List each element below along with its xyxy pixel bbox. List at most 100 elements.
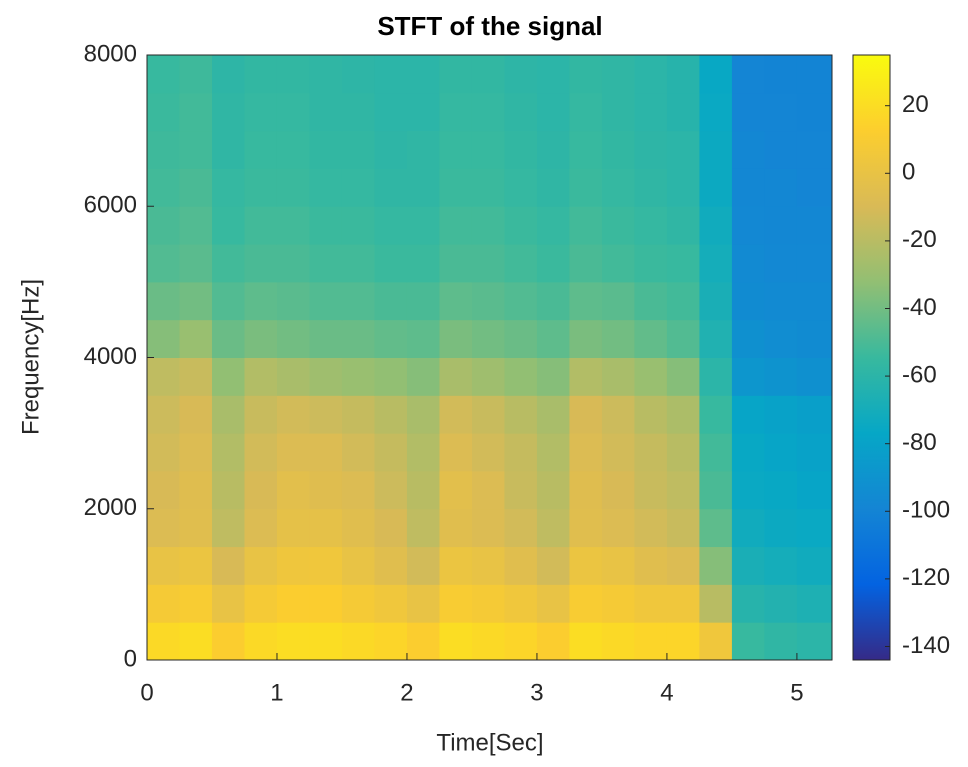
heatmap-cell xyxy=(244,357,278,396)
heatmap-cell xyxy=(536,470,570,510)
heatmap-cell xyxy=(179,92,213,132)
heatmap-cell xyxy=(276,206,310,245)
heatmap-cell xyxy=(374,244,408,283)
heatmap-cell xyxy=(504,508,538,548)
heatmap-cell xyxy=(276,244,310,283)
heatmap-cell xyxy=(796,584,833,623)
heatmap-cell xyxy=(504,470,538,510)
heatmap-cell xyxy=(147,546,180,585)
heatmap-cell xyxy=(471,508,505,548)
heatmap-cell xyxy=(309,433,343,472)
heatmap-cell xyxy=(341,433,375,472)
heatmap-cell xyxy=(634,55,668,94)
heatmap-cell xyxy=(601,508,635,548)
heatmap-cell xyxy=(309,508,343,548)
heatmap-cell xyxy=(147,395,180,434)
heatmap-cell xyxy=(341,244,375,283)
heatmap-cell xyxy=(536,168,570,207)
heatmap-cell xyxy=(211,433,245,472)
heatmap-cell xyxy=(666,433,700,472)
heatmap-cell xyxy=(569,92,603,132)
heatmap-cell xyxy=(471,546,505,585)
heatmap-cell xyxy=(244,281,278,321)
heatmap-cell xyxy=(666,622,700,661)
heatmap-cell xyxy=(374,281,408,321)
heatmap-cell xyxy=(569,130,603,169)
heatmap-cell xyxy=(731,357,765,396)
heatmap-cell xyxy=(439,130,473,169)
x-tick-label: 3 xyxy=(530,679,543,706)
heatmap-cell xyxy=(569,546,603,585)
heatmap-cell xyxy=(731,206,765,245)
colorbar xyxy=(852,54,891,661)
heatmap-cell xyxy=(211,206,245,245)
heatmap-cell xyxy=(147,584,180,623)
heatmap-cell xyxy=(341,470,375,510)
heatmap-cell xyxy=(601,357,635,396)
heatmap-cell xyxy=(439,206,473,245)
heatmap-cell xyxy=(764,470,798,510)
heatmap-cell xyxy=(211,55,245,94)
heatmap-cell xyxy=(439,168,473,207)
heatmap-cell xyxy=(796,433,833,472)
heatmap-cell xyxy=(634,319,668,358)
colorbar-tick-label: -140 xyxy=(902,632,950,659)
heatmap-cell xyxy=(471,55,505,94)
colorbar-tick-label: 0 xyxy=(902,159,915,186)
heatmap-cell xyxy=(406,395,440,434)
heatmap-cell xyxy=(244,622,278,661)
heatmap-cell xyxy=(764,508,798,548)
heatmap xyxy=(147,55,833,661)
x-tick-label: 5 xyxy=(790,679,803,706)
heatmap-cell xyxy=(341,584,375,623)
heatmap-cell xyxy=(731,55,765,94)
heatmap-cell xyxy=(309,395,343,434)
heatmap-cell xyxy=(276,584,310,623)
heatmap-cell xyxy=(666,206,700,245)
heatmap-cell xyxy=(374,584,408,623)
x-axis-label: Time[Sec] xyxy=(436,729,543,756)
heatmap-cell xyxy=(666,92,700,132)
colorbar-tick-label: 20 xyxy=(902,91,929,118)
heatmap-cell xyxy=(244,395,278,434)
heatmap-cell xyxy=(179,319,213,358)
heatmap-cell xyxy=(731,168,765,207)
heatmap-cell xyxy=(796,55,833,94)
heatmap-cell xyxy=(244,584,278,623)
heatmap-cell xyxy=(211,319,245,358)
heatmap-cell xyxy=(439,55,473,94)
heatmap-cell xyxy=(536,395,570,434)
heatmap-cell xyxy=(504,395,538,434)
heatmap-cell xyxy=(147,244,180,283)
y-tick-label: 0 xyxy=(124,645,137,672)
heatmap-cell xyxy=(406,357,440,396)
heatmap-cell xyxy=(666,584,700,623)
heatmap-cell xyxy=(406,584,440,623)
heatmap-cell xyxy=(471,357,505,396)
heatmap-cell xyxy=(731,508,765,548)
heatmap-cell xyxy=(211,168,245,207)
heatmap-cell xyxy=(699,433,733,472)
heatmap-cell xyxy=(341,206,375,245)
x-tick-label: 1 xyxy=(270,679,283,706)
heatmap-cell xyxy=(731,584,765,623)
heatmap-cell xyxy=(406,130,440,169)
heatmap-cell xyxy=(731,319,765,358)
heatmap-cell xyxy=(439,92,473,132)
heatmap-cell xyxy=(764,55,798,94)
heatmap-cell xyxy=(764,433,798,472)
heatmap-cell xyxy=(276,281,310,321)
heatmap-cell xyxy=(634,281,668,321)
heatmap-cell xyxy=(731,92,765,132)
heatmap-cell xyxy=(406,470,440,510)
heatmap-cell xyxy=(244,470,278,510)
heatmap-cell xyxy=(634,622,668,661)
heatmap-cell xyxy=(796,130,833,169)
chart-title: STFT of the signal xyxy=(377,11,602,41)
heatmap-cell xyxy=(796,508,833,548)
heatmap-cell xyxy=(796,319,833,358)
heatmap-cell xyxy=(569,168,603,207)
heatmap-cell xyxy=(179,244,213,283)
heatmap-cell xyxy=(341,281,375,321)
